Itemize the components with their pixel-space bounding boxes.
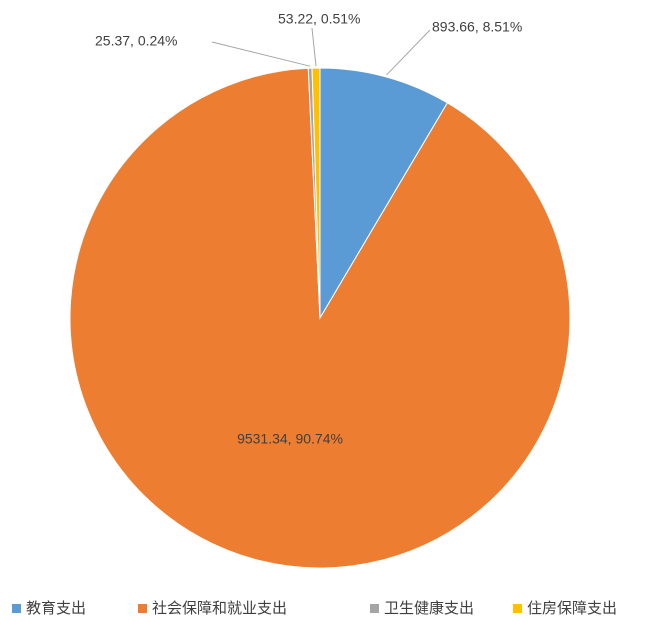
- legend-swatch: [513, 604, 522, 613]
- legend-swatch: [370, 604, 379, 613]
- pie-slice: [69, 67, 571, 569]
- legend-label: 社会保障和就业支出: [152, 599, 287, 617]
- leader-line: [211, 41, 311, 67]
- pie: [69, 67, 571, 569]
- leader-line: [311, 27, 317, 67]
- pie-slice: [311, 67, 321, 319]
- legend-label: 卫生健康支出: [384, 600, 474, 617]
- legend-swatch: [12, 604, 21, 613]
- leader-line: [386, 29, 431, 76]
- legend-swatch: [138, 604, 147, 613]
- data-label: 9531.34, 90.74%: [237, 431, 343, 447]
- data-labels: 893.66, 8.51% 9531.34, 90.74% 25.37, 0.24%…: [95, 11, 522, 447]
- data-label: 53.22, 0.51%: [278, 11, 361, 27]
- legend: 教育支出 社会保障和就业支出 卫生健康支出 住房保障支出: [12, 599, 617, 617]
- pie-slice: [319, 67, 449, 320]
- data-label: 25.37, 0.24%: [95, 33, 178, 49]
- data-label: 893.66, 8.51%: [432, 19, 522, 35]
- legend-label: 住房保障支出: [527, 599, 617, 617]
- legend-label: 教育支出: [26, 600, 86, 617]
